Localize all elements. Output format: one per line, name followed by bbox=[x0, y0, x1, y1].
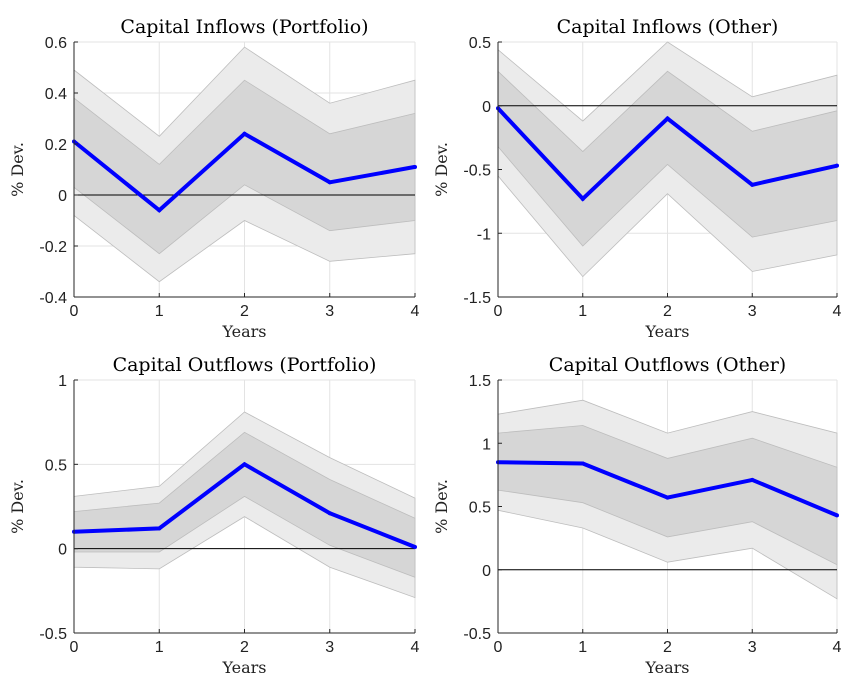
confidence-band-inner bbox=[497, 425, 838, 566]
y-tick-label: -0.4 bbox=[39, 290, 67, 307]
chart-title: Capital Outflows (Portfolio) bbox=[113, 354, 377, 376]
x-axis-label: Years bbox=[221, 658, 266, 677]
y-tick-label: 0.5 bbox=[469, 500, 491, 517]
chart-title: Capital Inflows (Other) bbox=[557, 16, 779, 38]
x-tick-label: 4 bbox=[411, 303, 420, 320]
x-tick-label: 1 bbox=[578, 639, 587, 656]
y-tick-label: 1 bbox=[482, 436, 491, 453]
x-tick-label: 2 bbox=[240, 303, 249, 320]
data-point bbox=[327, 180, 332, 185]
data-point bbox=[327, 511, 332, 516]
confidence-band-inner bbox=[497, 70, 838, 247]
y-tick-label: -1 bbox=[477, 226, 491, 243]
x-axis-label: Years bbox=[644, 658, 689, 677]
confidence-band-inner bbox=[73, 431, 416, 578]
y-tick-label: 0.5 bbox=[469, 35, 491, 52]
x-tick-label: 0 bbox=[70, 303, 79, 320]
x-tick-label: 2 bbox=[663, 639, 672, 656]
y-tick-label: 0 bbox=[58, 542, 67, 559]
x-tick-label: 3 bbox=[325, 303, 334, 320]
y-tick-label: -0.5 bbox=[463, 626, 491, 643]
data-point bbox=[157, 526, 162, 531]
x-tick-label: 3 bbox=[748, 639, 757, 656]
y-tick-label: 0.2 bbox=[45, 137, 67, 154]
y-tick-label: 0.4 bbox=[45, 86, 67, 103]
y-tick-label: 0 bbox=[482, 99, 491, 116]
y-axis-label: % Dev. bbox=[432, 142, 451, 197]
panel-1: 0 1 2 3 4 -0.4 -0.2 0 0.2 0.4 0.6 Capital Inflows (… bbox=[8, 16, 420, 341]
data-point bbox=[157, 208, 162, 213]
data-point bbox=[242, 131, 247, 136]
y-tick-label: -0.2 bbox=[39, 239, 67, 256]
x-tick-label: 0 bbox=[70, 639, 79, 656]
x-tick-label: 0 bbox=[494, 303, 503, 320]
y-axis-label: % Dev. bbox=[432, 479, 451, 534]
data-point bbox=[835, 163, 839, 168]
data-point bbox=[413, 164, 417, 169]
data-point bbox=[665, 495, 670, 500]
x-tick-label: 4 bbox=[833, 303, 842, 320]
data-point bbox=[413, 544, 417, 549]
y-tick-label: 0.5 bbox=[45, 457, 67, 474]
data-point bbox=[242, 462, 247, 467]
x-tick-label: 1 bbox=[155, 639, 164, 656]
x-tick-label: 3 bbox=[325, 639, 334, 656]
x-axis-label: Years bbox=[644, 322, 689, 341]
chart-title: Capital Outflows (Other) bbox=[549, 354, 786, 376]
data-point bbox=[835, 513, 839, 518]
data-point bbox=[665, 116, 670, 121]
y-axis-label: % Dev. bbox=[8, 142, 27, 197]
x-tick-label: 3 bbox=[748, 303, 757, 320]
y-tick-label: -0.5 bbox=[463, 163, 491, 180]
data-point bbox=[580, 196, 585, 201]
chart-title: Capital Inflows (Portfolio) bbox=[120, 16, 368, 38]
data-point bbox=[750, 182, 755, 187]
x-tick-label: 4 bbox=[833, 639, 842, 656]
x-tick-label: 2 bbox=[240, 639, 249, 656]
panel-2: 0 1 2 3 4 -1.5 -1 -0.5 0 0.5 Capital Inflows (Othe… bbox=[432, 16, 842, 341]
y-tick-label: 0.6 bbox=[45, 35, 67, 52]
y-axis-label: % Dev. bbox=[8, 479, 27, 534]
y-tick-label: 0 bbox=[58, 188, 67, 205]
data-point bbox=[750, 477, 755, 482]
x-axis-label: Years bbox=[221, 322, 266, 341]
y-tick-label: 0 bbox=[482, 563, 491, 580]
y-tick-label: 1.5 bbox=[469, 373, 491, 390]
y-tick-label: 1 bbox=[58, 373, 67, 390]
data-point bbox=[580, 461, 585, 466]
x-tick-label: 1 bbox=[578, 303, 587, 320]
x-tick-label: 0 bbox=[494, 639, 503, 656]
y-tick-label: -0.5 bbox=[39, 626, 67, 643]
y-tick-label: -1.5 bbox=[463, 290, 491, 307]
x-tick-label: 2 bbox=[663, 303, 672, 320]
x-tick-label: 4 bbox=[411, 639, 420, 656]
x-tick-label: 1 bbox=[155, 303, 164, 320]
